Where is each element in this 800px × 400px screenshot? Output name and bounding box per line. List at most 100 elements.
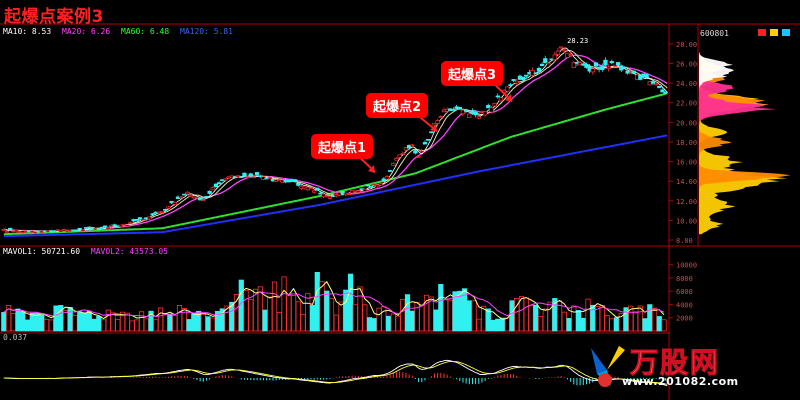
candle-body — [406, 145, 412, 149]
price-tick-label: 24.00 — [676, 80, 697, 88]
volume-bar — [324, 290, 330, 332]
volume-bar — [528, 305, 534, 332]
volume-bar — [72, 315, 78, 332]
candle-body — [612, 64, 618, 67]
volume-bar — [533, 304, 539, 332]
candle-body — [394, 157, 399, 161]
volume-bar — [471, 300, 477, 332]
volume-bar — [15, 308, 21, 332]
volume-bar — [305, 292, 311, 332]
volume-bar — [48, 319, 54, 332]
volume-bar — [466, 300, 472, 332]
volume-bar — [243, 289, 249, 332]
candle-body — [194, 196, 200, 199]
candle-body — [593, 62, 599, 67]
price-tick-label: 10.00 — [676, 217, 697, 225]
volume-bar — [248, 299, 254, 332]
candle-body — [102, 225, 108, 228]
mavol1-legend: MAVOL1: 50721.60 — [3, 247, 81, 256]
candle-body — [660, 89, 665, 93]
volume-bar — [300, 314, 306, 332]
candle-body — [562, 49, 567, 52]
ma60-legend: MA60: 6.48 — [121, 27, 170, 36]
candle-body — [463, 109, 469, 112]
candle-body — [495, 95, 500, 98]
candle-body — [543, 58, 548, 64]
candle-body — [416, 156, 421, 158]
volume-bar — [167, 314, 173, 332]
candle-body — [663, 91, 668, 94]
candle-body — [258, 175, 263, 178]
volume-bar — [566, 318, 572, 332]
candle-body — [600, 65, 605, 70]
volume-tick-label: 6000 — [676, 288, 693, 296]
candle-body — [188, 194, 193, 197]
volume-bar — [200, 314, 206, 332]
candle-body — [571, 62, 576, 68]
price-tick-label: 26.00 — [676, 60, 697, 68]
chart-title: 起爆点案例3 — [4, 7, 104, 27]
candle-body — [14, 229, 19, 233]
candle-body — [368, 186, 374, 188]
candle-body — [375, 184, 380, 188]
watermark-url: www.201082.com — [622, 375, 739, 388]
price-tick-label: 28.00 — [676, 41, 697, 49]
macd-dea-line — [3, 360, 668, 385]
price-tick-label: 20.00 — [676, 119, 697, 127]
volume-bar — [162, 313, 168, 332]
volume-bar — [433, 309, 439, 332]
volume-bar — [352, 304, 358, 332]
volume-bar — [143, 318, 149, 332]
candle-body — [381, 178, 386, 182]
candle-body — [391, 162, 396, 166]
volume-bar — [271, 281, 278, 332]
candle-body — [315, 187, 320, 191]
volume-bar — [499, 317, 506, 332]
volume-bar — [1, 312, 7, 332]
volume-bar — [338, 301, 344, 332]
volume-tick-label: 10000 — [676, 262, 697, 270]
candle-body — [568, 54, 573, 57]
candle-body — [140, 218, 146, 221]
candle-body — [644, 74, 649, 79]
candle-body — [520, 76, 526, 81]
volume-bar — [376, 307, 382, 332]
volume-bar — [485, 308, 491, 332]
candle-body — [539, 63, 545, 67]
macd-legend: 0.037 — [3, 333, 28, 342]
annotation-2: 起爆点2 — [366, 93, 429, 118]
annotation-arrowhead-2 — [430, 124, 437, 132]
chip-profile-orange — [699, 51, 791, 235]
candle-body — [346, 193, 352, 195]
candle-body — [210, 187, 215, 191]
candle-body — [80, 229, 86, 232]
volume-bar — [409, 310, 415, 332]
candle-body — [321, 193, 326, 197]
candle-body — [118, 224, 124, 228]
candle-body — [603, 59, 608, 66]
volume-bar — [43, 319, 50, 332]
volume-bar — [238, 279, 244, 332]
volume-bar — [138, 311, 145, 332]
candle-body — [52, 230, 57, 233]
toolbar-icon-2 — [770, 29, 778, 36]
volume-bar — [129, 320, 135, 332]
candle-body — [172, 202, 177, 205]
candle-body — [327, 195, 333, 199]
annotation-3: 起爆点3 — [441, 61, 504, 86]
volume-bar — [267, 296, 273, 332]
volume-bar — [642, 318, 648, 332]
volume-bar — [53, 305, 59, 332]
volume-bar — [400, 298, 406, 332]
ma-legend: MA10: 8.53 MA20: 6.26 MA60: 6.48 MA120: … — [3, 27, 239, 36]
ma20-line — [3, 54, 668, 232]
candle-body — [615, 62, 621, 66]
volume-bar — [262, 309, 268, 332]
candle-body — [204, 196, 209, 198]
ma20-legend: MA20: 6.26 — [62, 27, 111, 36]
volume-bar — [86, 310, 92, 332]
candle-body — [536, 68, 542, 72]
candle-body — [201, 199, 206, 202]
candle-body — [546, 62, 551, 65]
volume-bar — [362, 304, 368, 332]
